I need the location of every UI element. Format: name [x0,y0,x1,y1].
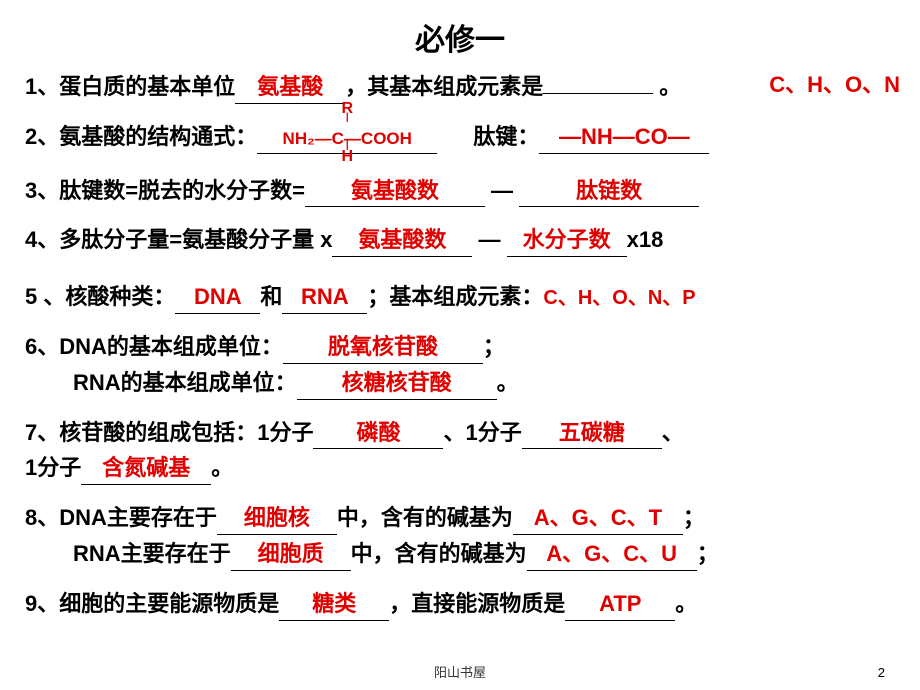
page-title: 必修一 [25,20,895,62]
q7b-prefix: 1分子 [25,455,81,480]
q5-prefix: 5 、核酸种类： [25,284,175,309]
question-9: 9、细胞的主要能源物质是 糖类 ，直接能源物质是 ATP 。 [25,589,895,621]
q3-prefix: 3、肽键数=脱去的水分子数= [25,178,305,203]
question-5: 5 、核酸种类： DNA 和 RNA ；基本组成元素：C、H、O、N、P [25,282,895,314]
question-6a: 6、DNA的基本组成单位： 脱氧核苷酸 ； [25,332,895,364]
question-6b: RNA的基本组成单位： 核糖核苷酸 。 [25,368,895,400]
question-7a: 7、核苷酸的组成包括：1分子 磷酸 、1分子 五碳糖 、 [25,418,895,450]
q2-prefix: 2、氨基酸的结构通式： [25,124,257,149]
q7a-prefix: 7、核苷酸的组成包括：1分子 [25,420,313,445]
q6b-prefix: RNA的基本组成单位： [73,370,297,395]
q8b-ans1: 细胞质 [258,541,324,566]
q2-mid: 肽键： [473,124,539,149]
q8b-mid: 中，含有的碱基为 [351,541,527,566]
q1-mid: ，其基本组成元素是 [345,74,543,99]
q6b-suffix: 。 [497,370,519,395]
q9-prefix: 9、细胞的主要能源物质是 [25,591,279,616]
q8a-prefix: 8、DNA主要存在于 [25,505,217,530]
q9-mid: ，直接能源物质是 [389,591,565,616]
q5-ans1: DNA [194,284,242,309]
q8a-ans2: A、G、C、T [534,505,662,530]
q5-mid: 和 [260,284,282,309]
q4-suffix: x18 [627,227,664,252]
q8b-suffix: ； [697,541,719,566]
q4-prefix: 4、多肽分子量=氨基酸分子量 x [25,227,332,252]
q5-mid2: ；基本组成元素： [367,284,543,309]
q6a-ans: 脱氧核苷酸 [328,334,438,359]
question-1: 1、蛋白质的基本单位氨基酸，其基本组成元素是C、H、O、N。 [25,72,895,104]
q6b-ans: 核糖核苷酸 [342,370,452,395]
formula-h: H [257,148,437,166]
q2-ans2: —NH—CO— [559,124,690,149]
question-8a: 8、DNA主要存在于 细胞核 中，含有的碱基为 A、G、C、T ； [25,503,895,535]
q3-ans1: 氨基酸数 [351,178,439,203]
q5-ans2: RNA [301,284,349,309]
q1-ans1: 氨基酸 [257,74,323,99]
q3-ans2: 肽链数 [576,178,642,203]
q8a-mid: 中，含有的碱基为 [337,505,513,530]
q7a-ans2: 五碳糖 [559,420,625,445]
q9-ans1: 糖类 [312,591,356,616]
q8a-ans1: 细胞核 [244,505,310,530]
q8a-suffix: ； [683,505,705,530]
q1-prefix: 1、蛋白质的基本单位 [25,74,235,99]
q9-suffix: 。 [675,591,697,616]
q5-ans3: C、H、O、N、P [543,287,695,309]
q8b-ans2: A、G、C、U [546,541,677,566]
q6a-prefix: 6、DNA的基本组成单位： [25,334,283,359]
q4-ans1: 氨基酸数 [358,227,446,252]
q6a-suffix: ； [483,334,505,359]
q7a-mid: 、1分子 [443,420,521,445]
question-3: 3、肽键数=脱去的水分子数= 氨基酸数 — 肽链数 [25,176,895,208]
q3-sep: — [485,178,519,203]
question-2: 2、氨基酸的结构通式： R | NH₂—C—COOH | H 肽键：—NH—CO… [25,122,895,154]
q4-sep: — [472,227,506,252]
q1-ans2: C、H、O、N [769,70,900,101]
q9-ans2: ATP [599,591,641,616]
question-4: 4、多肽分子量=氨基酸分子量 x 氨基酸数 — 水分子数 x18 [25,225,895,257]
footer-text: 阳山书屋 [434,664,486,682]
q8b-prefix: RNA主要存在于 [73,541,231,566]
q7b-ans: 含氮碱基 [102,455,190,480]
q1-suffix: 。 [659,74,681,99]
q4-ans2: 水分子数 [523,227,611,252]
q7a-suffix: 、 [662,420,684,445]
q7b-suffix: 。 [211,455,233,480]
question-8b: RNA主要存在于 细胞质 中，含有的碱基为 A、G、C、U ； [25,539,895,571]
page-number: 2 [878,664,885,682]
question-7b: 1分子含氮碱基。 [25,453,895,485]
q7a-ans1: 磷酸 [356,420,400,445]
